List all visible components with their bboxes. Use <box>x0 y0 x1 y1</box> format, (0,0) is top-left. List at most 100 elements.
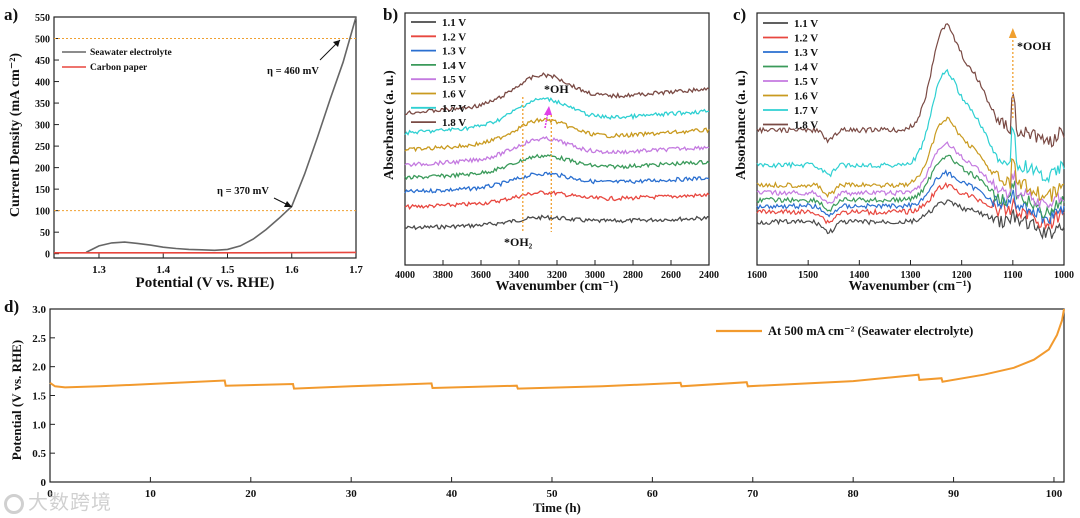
c-spectrum-line <box>756 116 1065 202</box>
c-xtick-label: 1100 <box>1003 270 1022 281</box>
b-xtick-label: 2800 <box>623 270 643 281</box>
a-arrowhead-460 <box>333 40 340 47</box>
b-legend-label: 1.5 V <box>442 74 466 86</box>
d-xtick-label: 10 <box>145 488 157 500</box>
d-ytick-label: 1.5 <box>32 391 46 403</box>
c-xtick-label: 1500 <box>798 270 818 281</box>
b-spectrum-line <box>404 171 710 194</box>
b-xtick-label: 3400 <box>509 270 529 281</box>
watermark-text: 大数跨境 <box>28 490 112 514</box>
a-ytick-label: 0 <box>45 250 50 261</box>
d-xtick-label: 20 <box>245 488 257 500</box>
b-xtick-label: 2400 <box>699 270 719 281</box>
c-spectrum-line <box>756 154 1065 219</box>
a-arrowhead-370 <box>284 201 292 207</box>
c-legend-label: 1.1 V <box>794 18 818 30</box>
d-xtick-label: 40 <box>446 488 458 500</box>
b-legend-label: 1.7 V <box>442 103 466 115</box>
a-xticks: 1.3 1.4 1.5 1.6 1.7 <box>92 253 363 276</box>
a-ytick-label: 200 <box>35 164 50 175</box>
d-yticks: 0 0.5 1.0 1.5 2.0 2.5 3.0 <box>32 304 55 489</box>
d-xtick-label: 90 <box>948 488 960 500</box>
c-xtick-label: 1300 <box>901 270 921 281</box>
b-legend-label: 1.4 V <box>442 60 466 72</box>
d-plot <box>49 308 1065 390</box>
axes-frame-a <box>53 16 357 259</box>
a-ytick-label: 250 <box>35 142 50 153</box>
d-ytick-label: 0.5 <box>32 448 46 460</box>
d-xtick-label: 30 <box>346 488 358 500</box>
a-xtick-label: 1.5 <box>221 264 235 276</box>
panel-b-label: b) <box>383 5 398 24</box>
b-spectrum-line <box>404 72 710 116</box>
c-legend-label: 1.2 V <box>794 33 818 45</box>
a-legend-sw: Seawater electrolyte <box>90 48 172 58</box>
panel-a: a) 1.3 1.4 1.5 1.6 1.7 0 50 100 150 200 250 300 350… <box>4 5 363 291</box>
a-ylabel: Current Density (mA cm⁻²) <box>8 53 23 217</box>
d-ytick-label: 1.0 <box>32 419 46 431</box>
a-ytick-label: 450 <box>35 56 50 67</box>
c-xticks: 1600 1500 1400 1300 1200 1100 1000 <box>747 260 1074 281</box>
c-spectrum-line <box>756 169 1065 225</box>
c-ylabel: Absorbance (a. u.) <box>734 70 749 180</box>
a-xtick-label: 1.6 <box>285 264 299 276</box>
c-spectrum-line <box>756 199 1065 240</box>
a-plot <box>54 16 357 254</box>
a-legend-cp: Carbon paper <box>90 63 148 73</box>
d-xtick-label: 100 <box>1046 488 1063 500</box>
panel-c: c) 1600 1500 1400 1300 1200 1100 1000 1.1 V 1.2… <box>733 5 1074 294</box>
b-spectrum-line <box>404 153 710 181</box>
b-plot <box>404 72 710 232</box>
c-xlabel: Wavenumber (cm⁻¹) <box>849 279 972 294</box>
b-xticks: 4000 3800 3600 3400 3200 3000 2800 2600 2400 <box>395 260 719 281</box>
d-xtick-label: 70 <box>747 488 759 500</box>
a-annot-370: η = 370 mV <box>217 186 269 197</box>
c-arrow-head-icon <box>1008 28 1017 38</box>
c-spectrum-line <box>756 68 1065 184</box>
a-ytick-label: 100 <box>35 207 50 218</box>
b-xtick-label: 3000 <box>585 270 605 281</box>
a-series-line <box>85 16 357 254</box>
c-xtick-label: 1000 <box>1054 270 1074 281</box>
c-xtick-label: 1400 <box>849 270 869 281</box>
b-xtick-label: 2600 <box>661 270 681 281</box>
b-legend-label: 1.3 V <box>442 46 466 58</box>
b-xlabel: Wavenumber (cm⁻¹) <box>496 279 619 294</box>
watermark: 大数跨境 <box>4 486 112 515</box>
c-legend-label: 1.5 V <box>794 76 818 88</box>
a-annot-460: η = 460 mV <box>267 66 319 77</box>
c-xtick-label: 1600 <box>747 270 767 281</box>
c-legend-label: 1.4 V <box>794 62 818 74</box>
c-plot <box>756 23 1065 240</box>
c-legend-label: 1.6 V <box>794 91 818 103</box>
d-xlabel: Time (h) <box>533 500 581 515</box>
b-arrow-head-icon <box>544 106 552 115</box>
c-legend-label: 1.3 V <box>794 47 818 59</box>
a-ytick-label: 50 <box>40 228 50 239</box>
a-ytick-label: 500 <box>35 35 50 46</box>
b-xtick-label: 4000 <box>395 270 415 281</box>
a-ytick-label: 300 <box>35 121 50 132</box>
c-xtick-label: 1200 <box>952 270 972 281</box>
d-xtick-label: 80 <box>848 488 860 500</box>
panel-c-label: c) <box>733 5 746 24</box>
c-spectrum-line <box>756 141 1065 209</box>
b-legend-label: 1.6 V <box>442 89 466 101</box>
d-legend-label: At 500 mA cm⁻² (Seawater electrolyte) <box>768 324 973 338</box>
panel-a-label: a) <box>4 5 18 24</box>
panel-d-label: d) <box>4 297 19 316</box>
a-xtick-label: 1.7 <box>349 264 363 276</box>
panel-b: b) 4000 3800 3600 3400 3200 3000 2800 2600 2400 … <box>382 5 719 294</box>
c-legend-label: 1.8 V <box>794 120 818 132</box>
b-spectrum-line <box>404 97 709 136</box>
a-ytick-label: 550 <box>35 13 50 24</box>
d-ytick-label: 2.5 <box>32 333 46 345</box>
b-legend-label: 1.1 V <box>442 17 466 29</box>
a-xlabel: Potential (V vs. RHE) <box>136 275 275 291</box>
b-legend: 1.1 V 1.2 V 1.3 V 1.4 V 1.5 V 1.6 V 1.7 V 1.8 V <box>411 17 466 129</box>
a-ytick-label: 150 <box>35 185 50 196</box>
b-spectrum-line <box>404 117 710 153</box>
d-ylabel: Potential (V vs. RHE) <box>9 340 24 460</box>
b-xtick-label: 3200 <box>547 270 567 281</box>
